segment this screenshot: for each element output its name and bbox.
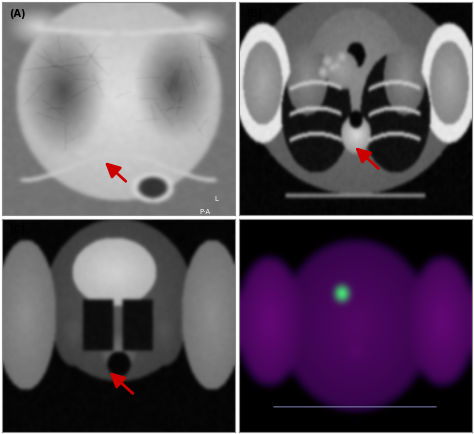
Text: (A): (A) [9, 9, 26, 19]
Text: (B): (B) [246, 9, 262, 19]
Text: (D): (D) [246, 225, 263, 235]
Text: P·A: P·A [200, 209, 210, 215]
Text: L: L [215, 196, 219, 202]
Text: (C): (C) [9, 225, 26, 235]
